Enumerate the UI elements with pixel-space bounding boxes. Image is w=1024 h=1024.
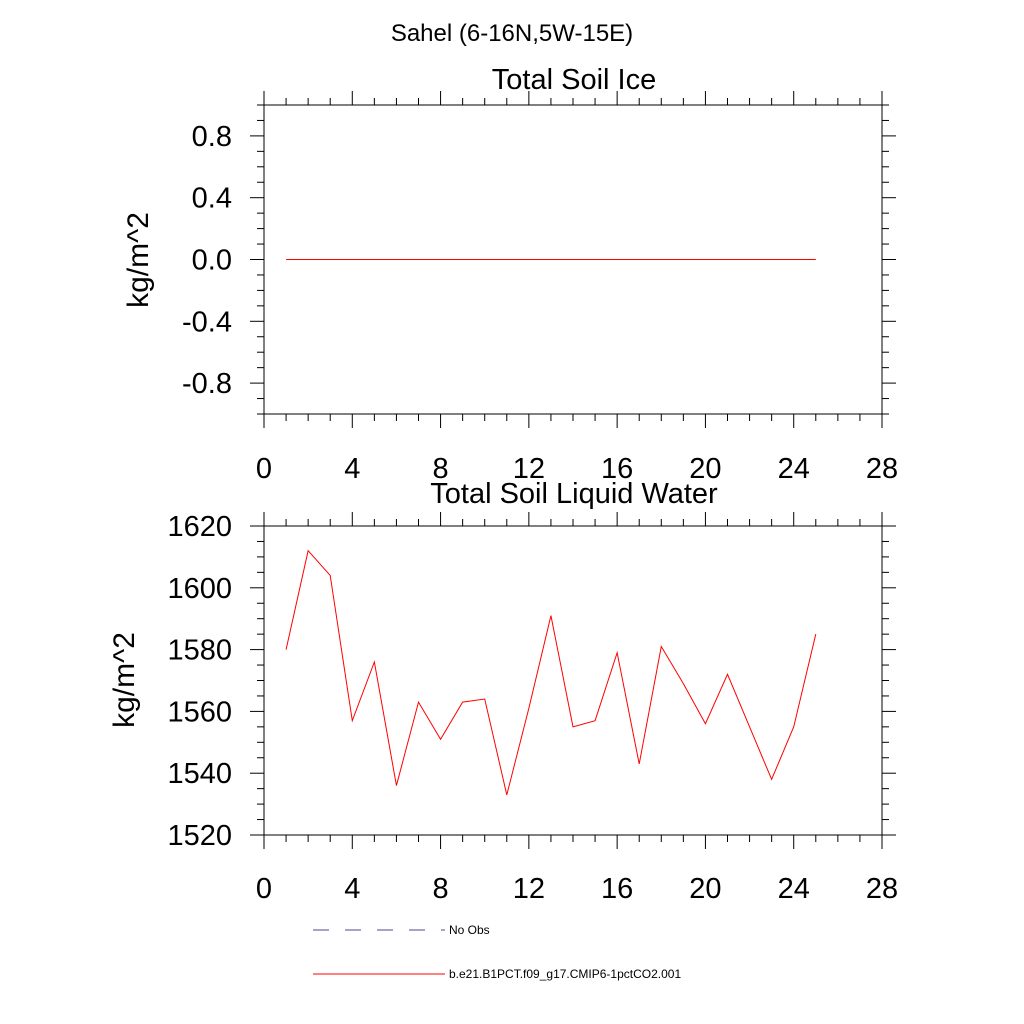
soil-liquid-water-y-tick-label: 1520 (167, 820, 232, 852)
soil-liquid-water-x-tick-labels: 0 4 8 12 16 20 24 28 (256, 873, 898, 905)
legend-label-no-obs: No Obs (449, 923, 490, 937)
figure-title: Sahel (6-16N,5W-15E) (391, 20, 633, 47)
soil-liquid-water-series-line (285, 549, 817, 795)
soil-liquid-water-x-tick-label: 8 (433, 873, 449, 905)
soil-ice-title: Total Soil Ice (492, 64, 656, 96)
soil-ice-x-tick-label: 28 (866, 453, 898, 485)
soil-ice-ticks (250, 91, 896, 428)
legend-label-model-run: b.e21.B1PCT.f09_g17.CMIP6-1pctCO2.001 (449, 967, 681, 981)
soil-liquid-water-x-tick-label: 4 (344, 873, 360, 905)
soil-liquid-water-panel: Total Soil Liquid Water kg/m^2 152015401… (108, 478, 898, 905)
soil-liquid-water-y-tick-label: 1580 (167, 635, 232, 667)
soil-liquid-water-x-tick-label: 20 (689, 873, 721, 905)
legend: No Obs b.e21.B1PCT.f09_g17.CMIP6-1pctCO2… (313, 923, 681, 981)
soil-ice-x-tick-label: 20 (689, 453, 721, 485)
soil-ice-y-tick-label: 0.4 (192, 183, 232, 215)
soil-liquid-water-x-tick-label: 24 (778, 873, 810, 905)
soil-ice-y-tick-labels: -0.8 -0.4 0.0 0.4 0.8 (182, 121, 232, 400)
soil-ice-x-tick-label: 0 (256, 453, 272, 485)
legend-item-no-obs: No Obs (313, 923, 490, 937)
soil-ice-x-tick-labels: 0 4 8 12 16 20 24 28 (256, 453, 898, 485)
soil-liquid-water-x-tick-label: 16 (601, 873, 633, 905)
soil-liquid-water-x-tick-label: 28 (866, 873, 898, 905)
soil-ice-x-tick-label: 12 (513, 453, 545, 485)
soil-liquid-water-ticks (250, 512, 896, 849)
soil-ice-panel: Total Soil Ice kg/m^2 -0.8-0.40.00.40.8 … (122, 64, 898, 485)
soil-liquid-water-y-axis-label: kg/m^2 (108, 632, 141, 728)
soil-liquid-water-x-tick-label: 0 (256, 873, 272, 905)
soil-ice-x-tick-label: 8 (433, 453, 449, 485)
soil-liquid-water-y-tick-labels: 1520 1540 1560 1580 1600 1620 (167, 511, 232, 852)
soil-liquid-water-y-tick-label: 1560 (167, 696, 232, 728)
soil-ice-x-tick-label: 24 (778, 453, 810, 485)
soil-liquid-water-x-tick-label: 12 (513, 873, 545, 905)
soil-liquid-water-y-tick-label: 1620 (167, 511, 232, 543)
soil-liquid-water-y-tick-label: 1540 (167, 758, 232, 790)
legend-item-model-run: b.e21.B1PCT.f09_g17.CMIP6-1pctCO2.001 (313, 967, 681, 981)
soil-ice-x-tick-label: 16 (601, 453, 633, 485)
soil-ice-y-tick-label: -0.8 (182, 368, 232, 400)
soil-ice-x-tick-label: 4 (344, 453, 360, 485)
soil-liquid-water-series (285, 549, 817, 795)
soil-liquid-water-title: Total Soil Liquid Water (430, 478, 718, 510)
soil-ice-y-tick-label: 0.0 (192, 245, 232, 277)
soil-liquid-water-y-tick-label: 1600 (167, 573, 232, 605)
soil-ice-y-tick-label: -0.4 (182, 306, 232, 338)
soil-ice-y-tick-label: 0.8 (192, 121, 232, 153)
soil-ice-y-axis-label: kg/m^2 (122, 212, 155, 308)
